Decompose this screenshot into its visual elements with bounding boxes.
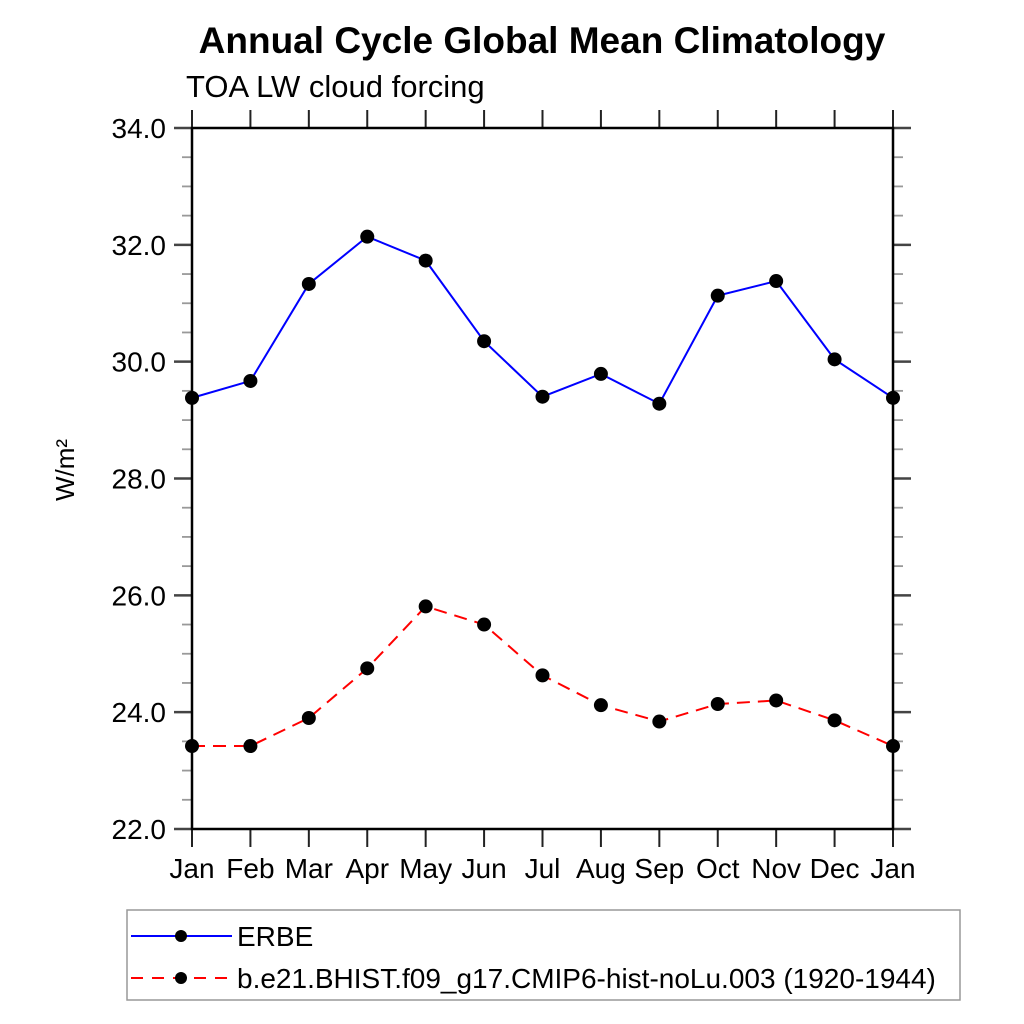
data-point: [477, 334, 492, 349]
legend-label-erbe: ERBE: [237, 921, 313, 952]
data-point: [710, 288, 725, 303]
data-point: [710, 696, 725, 711]
data-point: [886, 390, 900, 405]
x-tick-label: Dec: [810, 853, 860, 884]
data-point: [243, 739, 258, 754]
data-point: [301, 711, 316, 726]
x-tick-label: Jun: [462, 853, 507, 884]
data-point: [535, 389, 550, 404]
legend-entry-erbe: ERBE: [131, 921, 313, 952]
data-point: [360, 661, 375, 676]
x-tick-label: Jul: [525, 853, 561, 884]
data-point: [827, 713, 842, 728]
legend-entry-model: b.e21.BHIST.f09_g17.CMIP6-hist-noLu.003 …: [131, 963, 936, 994]
y-tick-label: 28.0: [112, 464, 167, 495]
y-tick-label: 22.0: [112, 814, 167, 845]
data-point: [185, 739, 199, 754]
axes-layer: Jan Feb Mar Apr May Jun Jul Aug Sep Oct Nov Dec Jan2…: [112, 110, 916, 884]
data-point: [418, 253, 433, 268]
data-point: [477, 617, 492, 632]
data-point: [593, 698, 608, 713]
x-tick-label: Feb: [226, 853, 274, 884]
legend-label-model: b.e21.BHIST.f09_g17.CMIP6-hist-noLu.003 …: [237, 963, 936, 994]
y-axis-label: W/m²: [50, 439, 80, 501]
x-tick-label: Mar: [285, 853, 333, 884]
data-point: [418, 599, 433, 614]
x-tick-label: Oct: [696, 853, 740, 884]
legend: ERBE b.e21.BHIST.f09_g17.CMIP6-hist-noLu…: [126, 909, 961, 1001]
data-point: [535, 668, 550, 683]
data-point: [360, 229, 375, 244]
x-tick-label: Sep: [634, 853, 684, 884]
series-line-0: [191, 235, 894, 406]
data-point: [185, 390, 199, 405]
y-tick-label: 34.0: [112, 113, 167, 144]
data-point: [593, 366, 608, 381]
y-tick-label: 32.0: [112, 230, 167, 261]
data-point: [243, 373, 258, 388]
series-layer: [185, 229, 900, 754]
data-point: [827, 352, 842, 367]
data-point: [652, 714, 667, 729]
x-tick-label: Jan: [870, 853, 915, 884]
x-tick-label: Jan: [169, 853, 214, 884]
plot-frame: [190, 126, 895, 831]
x-tick-label: Nov: [751, 853, 801, 884]
legend-marker-model: [175, 972, 187, 984]
data-point: [301, 276, 316, 291]
data-point: [769, 274, 784, 289]
data-point: [886, 739, 900, 754]
data-point: [652, 396, 667, 411]
chart-title: Annual Cycle Global Mean Climatology: [199, 20, 886, 61]
chart-subtitle: TOA LW cloud forcing: [186, 69, 485, 104]
y-tick-label: 26.0: [112, 580, 167, 611]
legend-box: [126, 909, 961, 1001]
data-point: [769, 693, 784, 708]
y-tick-label: 30.0: [112, 347, 167, 378]
x-tick-label: May: [399, 853, 452, 884]
legend-marker-erbe: [175, 930, 187, 942]
x-tick-label: Aug: [576, 853, 626, 884]
y-tick-label: 24.0: [112, 697, 167, 728]
x-tick-label: Apr: [345, 853, 389, 884]
